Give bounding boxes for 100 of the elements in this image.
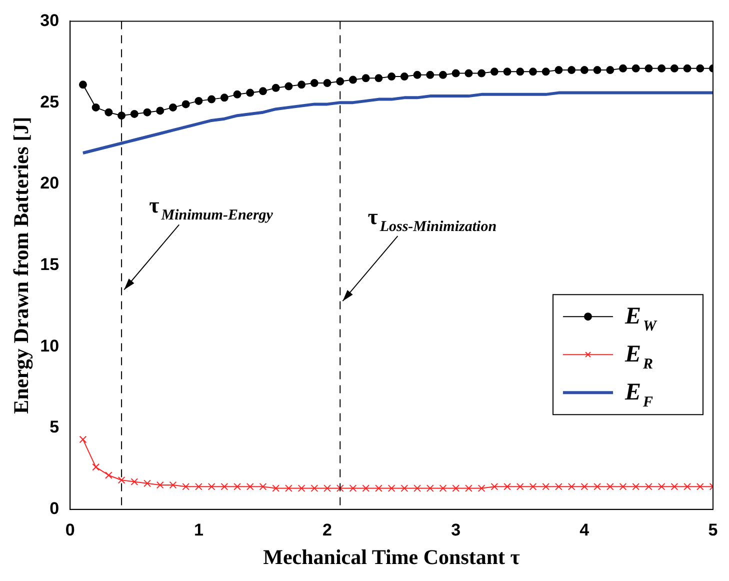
point bbox=[503, 68, 512, 76]
point bbox=[490, 68, 498, 76]
point bbox=[554, 66, 563, 74]
point bbox=[645, 482, 652, 490]
point bbox=[452, 69, 460, 78]
point bbox=[298, 484, 306, 492]
point bbox=[156, 481, 164, 489]
point bbox=[529, 482, 537, 490]
point bbox=[259, 482, 267, 490]
y-tick-label: 15 bbox=[40, 254, 60, 274]
point bbox=[516, 68, 524, 76]
point bbox=[644, 64, 653, 72]
x-tick-label: 0 bbox=[65, 520, 75, 540]
point bbox=[580, 482, 588, 490]
point bbox=[528, 68, 537, 76]
y-tick-label: 25 bbox=[40, 92, 60, 112]
x-tick-label: 1 bbox=[194, 520, 204, 540]
point bbox=[284, 82, 293, 90]
point bbox=[208, 95, 216, 104]
point bbox=[594, 482, 601, 490]
point bbox=[194, 96, 203, 105]
point bbox=[143, 108, 152, 116]
x-tick-label: 3 bbox=[451, 520, 461, 540]
point bbox=[324, 484, 331, 492]
point bbox=[478, 69, 486, 78]
point bbox=[658, 482, 666, 490]
point bbox=[105, 472, 112, 479]
point bbox=[606, 482, 614, 490]
point bbox=[580, 66, 588, 74]
point bbox=[310, 484, 318, 492]
point bbox=[78, 80, 87, 89]
point bbox=[555, 482, 562, 490]
x-tick-label: 5 bbox=[708, 520, 718, 540]
y-tick-label: 5 bbox=[50, 418, 60, 437]
point bbox=[593, 66, 602, 74]
point bbox=[233, 90, 242, 98]
point bbox=[362, 484, 370, 492]
point bbox=[504, 482, 511, 490]
point bbox=[195, 482, 202, 490]
point bbox=[439, 484, 447, 492]
point bbox=[374, 74, 383, 82]
point bbox=[285, 484, 292, 492]
point bbox=[618, 64, 627, 72]
point bbox=[234, 482, 241, 490]
point bbox=[169, 481, 177, 489]
point bbox=[413, 70, 422, 79]
point bbox=[348, 76, 357, 84]
point bbox=[388, 72, 396, 81]
point bbox=[144, 480, 151, 488]
point bbox=[118, 112, 126, 120]
y-tick-label: 10 bbox=[40, 336, 60, 356]
point bbox=[683, 64, 692, 72]
point bbox=[130, 478, 138, 486]
point bbox=[130, 110, 138, 118]
point bbox=[400, 72, 408, 81]
point bbox=[79, 436, 87, 444]
point bbox=[362, 74, 370, 82]
point bbox=[426, 70, 434, 79]
point bbox=[400, 484, 408, 492]
point bbox=[182, 100, 190, 108]
point bbox=[156, 106, 164, 115]
point bbox=[118, 476, 126, 484]
point bbox=[438, 70, 447, 79]
point bbox=[464, 69, 473, 78]
y-axis-title: Energy Drawn from Batteries [J] bbox=[9, 116, 34, 414]
point bbox=[246, 88, 254, 97]
point bbox=[632, 482, 640, 490]
x-tick-label: 4 bbox=[580, 520, 590, 540]
point bbox=[246, 482, 254, 490]
point bbox=[336, 484, 344, 492]
point bbox=[220, 482, 228, 490]
point bbox=[465, 484, 472, 492]
x-axis-title: Mechanical Time Constant τ bbox=[263, 544, 520, 569]
point bbox=[92, 463, 100, 471]
point bbox=[568, 66, 576, 74]
point bbox=[542, 482, 550, 490]
point bbox=[478, 484, 486, 492]
point bbox=[414, 484, 421, 492]
point bbox=[619, 482, 627, 490]
point bbox=[696, 64, 704, 72]
point bbox=[220, 94, 228, 102]
point bbox=[452, 484, 460, 492]
y-tick-label: 20 bbox=[40, 174, 60, 193]
point bbox=[684, 482, 691, 490]
point bbox=[696, 482, 704, 490]
point bbox=[632, 64, 640, 72]
point bbox=[375, 484, 382, 492]
point bbox=[92, 103, 100, 112]
point bbox=[298, 80, 306, 89]
point bbox=[606, 66, 614, 74]
point bbox=[168, 103, 177, 112]
point bbox=[208, 482, 216, 490]
point bbox=[670, 482, 678, 490]
point bbox=[258, 87, 267, 96]
point bbox=[272, 84, 280, 92]
point bbox=[349, 484, 357, 492]
point bbox=[426, 484, 434, 492]
point bbox=[490, 482, 498, 490]
point bbox=[388, 484, 396, 492]
y-tick-label: 0 bbox=[50, 499, 60, 518]
